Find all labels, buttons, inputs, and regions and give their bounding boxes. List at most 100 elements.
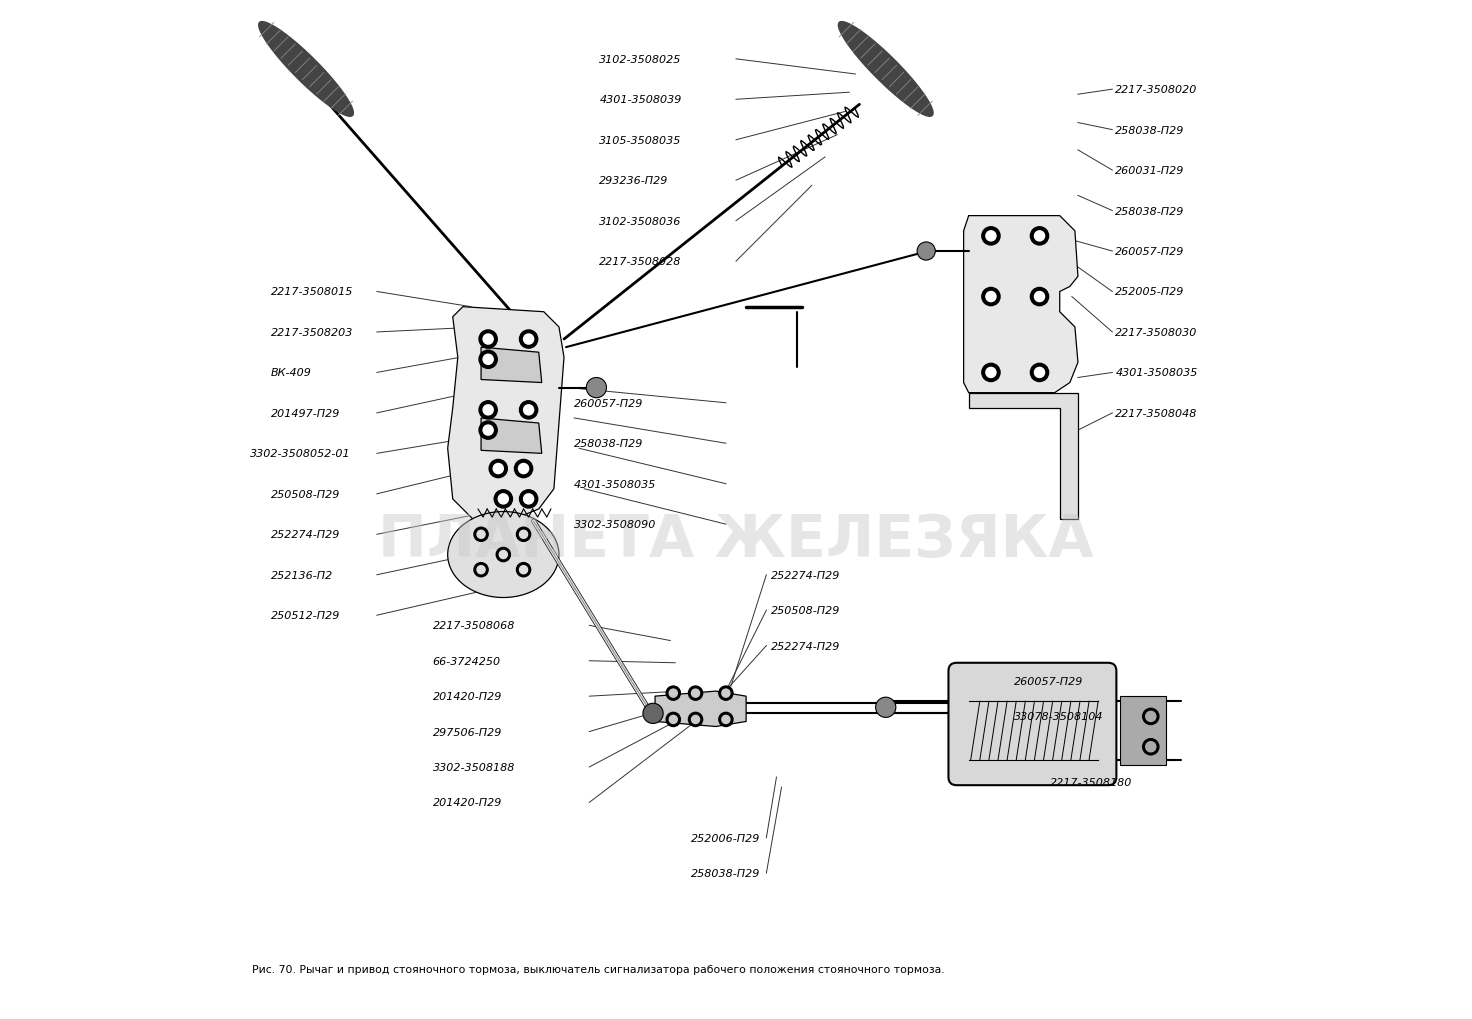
Circle shape — [477, 567, 486, 574]
Polygon shape — [839, 22, 933, 117]
Text: 33078-3508104: 33078-3508104 — [1014, 711, 1104, 721]
Circle shape — [643, 703, 664, 723]
Circle shape — [718, 687, 733, 700]
FancyBboxPatch shape — [948, 663, 1116, 786]
Circle shape — [689, 712, 702, 727]
Text: 250508-П29: 250508-П29 — [771, 605, 841, 615]
Circle shape — [982, 364, 999, 382]
Text: 260057-П29: 260057-П29 — [574, 398, 643, 409]
Circle shape — [483, 334, 493, 344]
Text: 293236-П29: 293236-П29 — [599, 176, 668, 186]
Text: 258038-П29: 258038-П29 — [1116, 125, 1185, 136]
Circle shape — [518, 464, 528, 474]
Circle shape — [520, 567, 527, 574]
Ellipse shape — [447, 512, 559, 598]
Bar — [1120, 696, 1166, 765]
Circle shape — [1030, 288, 1048, 307]
Text: 2217-3508030: 2217-3508030 — [1116, 328, 1198, 337]
Text: ВК-409: ВК-409 — [271, 368, 312, 378]
Circle shape — [986, 231, 997, 242]
Text: ПЛАНЕТА ЖЕЛЕЗЯКА: ПЛАНЕТА ЖЕЛЕЗЯКА — [378, 512, 1094, 569]
Circle shape — [667, 687, 680, 700]
Text: 201497-П29: 201497-П29 — [271, 409, 340, 419]
Text: 2217-3508048: 2217-3508048 — [1116, 409, 1198, 419]
Circle shape — [474, 528, 489, 542]
Circle shape — [483, 406, 493, 416]
Text: 3302-3508188: 3302-3508188 — [433, 762, 515, 772]
Circle shape — [520, 531, 527, 539]
Circle shape — [478, 330, 498, 348]
Circle shape — [517, 528, 530, 542]
Circle shape — [692, 690, 699, 697]
Text: 258038-П29: 258038-П29 — [1116, 207, 1185, 216]
Circle shape — [1145, 711, 1156, 721]
Circle shape — [493, 464, 503, 474]
Text: 258038-П29: 258038-П29 — [574, 439, 643, 448]
Text: 250508-П29: 250508-П29 — [271, 489, 340, 499]
Text: 201420-П29: 201420-П29 — [433, 798, 502, 808]
Circle shape — [586, 378, 606, 398]
Text: 260057-П29: 260057-П29 — [1116, 247, 1185, 257]
Text: 66-3724250: 66-3724250 — [433, 656, 500, 666]
Circle shape — [1035, 292, 1045, 303]
Circle shape — [667, 712, 680, 727]
Text: Рис. 70. Рычаг и привод стояночного тормоза, выключатель сигнализатора рабочего : Рис. 70. Рычаг и привод стояночного торм… — [252, 964, 945, 974]
Circle shape — [478, 351, 498, 369]
Text: 250512-П29: 250512-П29 — [271, 610, 340, 621]
Text: 252005-П29: 252005-П29 — [1116, 287, 1185, 298]
Circle shape — [520, 490, 537, 508]
Circle shape — [689, 687, 702, 700]
Circle shape — [1142, 739, 1158, 755]
Circle shape — [520, 401, 537, 420]
Circle shape — [982, 288, 999, 307]
Text: 252006-П29: 252006-П29 — [690, 833, 760, 843]
Text: 2217-3508203: 2217-3508203 — [271, 328, 353, 337]
Text: 201420-П29: 201420-П29 — [433, 692, 502, 701]
Circle shape — [514, 460, 533, 478]
Circle shape — [670, 690, 677, 697]
Circle shape — [721, 715, 730, 723]
Circle shape — [517, 564, 530, 577]
Circle shape — [495, 490, 512, 508]
Text: 2217-3508180: 2217-3508180 — [1050, 777, 1132, 788]
Circle shape — [876, 697, 896, 717]
Circle shape — [1142, 708, 1158, 725]
Polygon shape — [481, 419, 542, 453]
Circle shape — [721, 690, 730, 697]
Text: 2217-3508028: 2217-3508028 — [599, 257, 682, 267]
Circle shape — [483, 355, 493, 365]
Circle shape — [986, 292, 997, 303]
Text: 260057-П29: 260057-П29 — [1014, 677, 1083, 687]
Circle shape — [1145, 742, 1156, 752]
Text: 3302-3508052-01: 3302-3508052-01 — [250, 449, 350, 459]
Circle shape — [1030, 364, 1048, 382]
Polygon shape — [259, 22, 353, 117]
Circle shape — [498, 494, 508, 504]
Circle shape — [489, 460, 508, 478]
Text: 3105-3508035: 3105-3508035 — [599, 136, 682, 146]
Polygon shape — [964, 216, 1078, 393]
Text: 2217-3508015: 2217-3508015 — [271, 287, 353, 298]
Text: 3102-3508025: 3102-3508025 — [599, 55, 682, 65]
Circle shape — [524, 406, 534, 416]
Circle shape — [982, 227, 999, 246]
Circle shape — [520, 330, 537, 348]
Circle shape — [917, 243, 935, 261]
Text: 252136-П2: 252136-П2 — [271, 571, 333, 580]
Text: 252274-П29: 252274-П29 — [771, 571, 841, 580]
Circle shape — [670, 715, 677, 723]
Text: 4301-3508039: 4301-3508039 — [599, 95, 682, 105]
Text: 252274-П29: 252274-П29 — [271, 530, 340, 540]
Circle shape — [1035, 368, 1045, 378]
Circle shape — [477, 531, 486, 539]
Circle shape — [986, 368, 997, 378]
Text: 4301-3508035: 4301-3508035 — [1116, 368, 1198, 378]
Text: 2217-3508020: 2217-3508020 — [1116, 85, 1198, 95]
Circle shape — [718, 712, 733, 727]
Text: 297506-П29: 297506-П29 — [433, 727, 502, 737]
Polygon shape — [481, 347, 542, 383]
Text: 258038-П29: 258038-П29 — [690, 868, 760, 878]
Polygon shape — [655, 692, 746, 727]
Circle shape — [524, 334, 534, 344]
Text: 2217-3508068: 2217-3508068 — [433, 621, 515, 631]
